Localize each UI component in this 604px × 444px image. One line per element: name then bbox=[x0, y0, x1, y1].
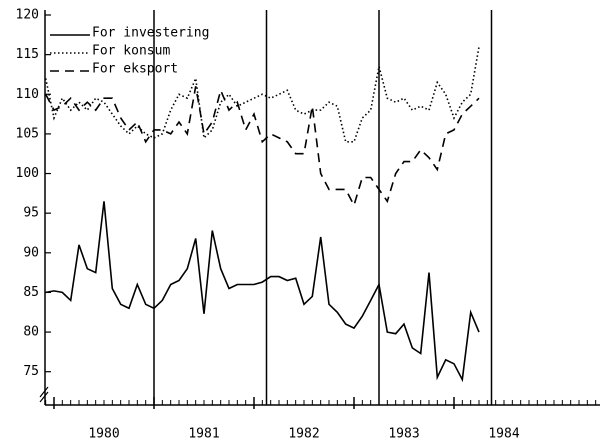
y-tick-label: 115 bbox=[16, 47, 39, 62]
y-tick-label: 85 bbox=[23, 285, 39, 300]
axis-break bbox=[39, 386, 49, 403]
y-tick-label: 105 bbox=[16, 126, 39, 141]
legend-label: For konsum bbox=[92, 44, 170, 59]
x-tick-label: 1981 bbox=[188, 427, 219, 442]
legend: For investering For konsum For eksport bbox=[50, 26, 209, 77]
data-line bbox=[44, 46, 480, 143]
y-tick-label: 110 bbox=[16, 87, 39, 102]
x-tick-label: 1980 bbox=[88, 427, 119, 442]
y-tick-label: 120 bbox=[16, 8, 39, 23]
y-tick-label: 95 bbox=[23, 206, 39, 221]
x-tick-label: 1982 bbox=[288, 427, 319, 442]
y-tick-label: 100 bbox=[16, 166, 39, 181]
y-tick-label: 90 bbox=[23, 245, 39, 260]
x-tick-label: 1983 bbox=[388, 427, 419, 442]
y-tick-label: 80 bbox=[23, 325, 39, 340]
legend-label: For eksport bbox=[92, 62, 178, 77]
data-line bbox=[45, 201, 480, 383]
legend-label: For investering bbox=[92, 26, 209, 41]
data-line bbox=[44, 86, 480, 208]
x-tick-label: 1984 bbox=[488, 427, 519, 442]
y-tick-label: 75 bbox=[23, 364, 39, 379]
